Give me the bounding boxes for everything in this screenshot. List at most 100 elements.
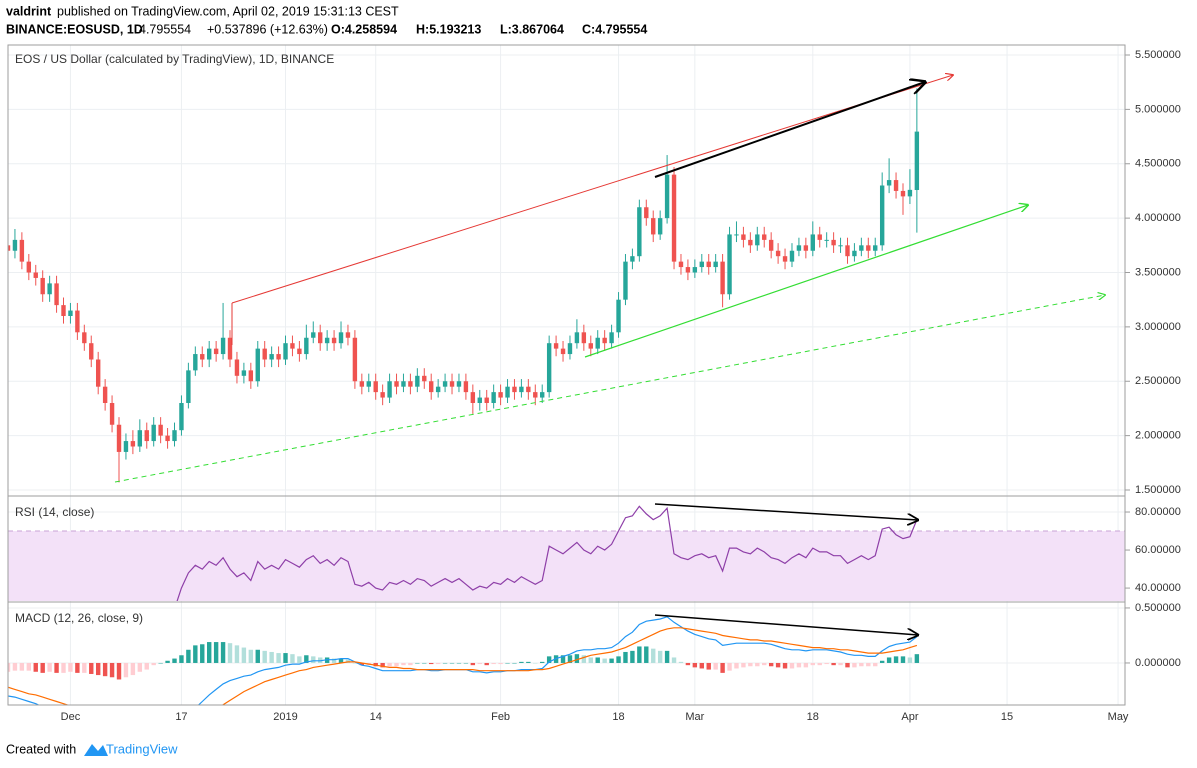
histogram-bar bbox=[637, 646, 642, 663]
histogram-bar bbox=[456, 662, 462, 664]
low: L:3.867064 bbox=[500, 22, 564, 36]
candle-body bbox=[331, 337, 337, 344]
candle-body bbox=[873, 245, 878, 251]
histogram-bar bbox=[200, 644, 205, 663]
panel bbox=[8, 607, 1125, 705]
candle-body bbox=[734, 234, 739, 236]
histogram-bar bbox=[866, 662, 871, 667]
created-with: Created with bbox=[6, 742, 76, 756]
y-tick-label: 3.000000 bbox=[1135, 321, 1181, 333]
candle-body bbox=[755, 234, 760, 246]
histogram-bar bbox=[186, 649, 191, 663]
high: H:5.193213 bbox=[416, 22, 481, 36]
histogram-bar bbox=[727, 662, 732, 671]
candle-body bbox=[762, 234, 767, 240]
histogram-bar bbox=[775, 662, 781, 668]
candle-body bbox=[782, 256, 788, 262]
candle-body bbox=[477, 397, 482, 403]
candle-body bbox=[144, 430, 149, 442]
candle-body bbox=[345, 332, 351, 338]
candle-body bbox=[95, 359, 101, 387]
candle-body bbox=[262, 348, 267, 360]
histogram-bar bbox=[477, 662, 482, 665]
histogram-bar bbox=[602, 658, 607, 663]
histogram-bar bbox=[179, 655, 184, 663]
candle-body bbox=[401, 381, 406, 387]
histogram-bar bbox=[408, 662, 413, 666]
candle-body bbox=[671, 174, 677, 262]
histogram-bar bbox=[380, 662, 385, 668]
histogram-bar bbox=[401, 662, 406, 666]
candle-body bbox=[318, 332, 323, 344]
y-tick-label: 0.000000 bbox=[1135, 657, 1181, 669]
y-tick-label: 80.00000 bbox=[1135, 506, 1181, 518]
candle-body bbox=[130, 441, 136, 447]
candle-body bbox=[75, 310, 80, 333]
y-tick-label: 1.500000 bbox=[1135, 484, 1181, 496]
candle-body bbox=[422, 375, 427, 382]
candle-body bbox=[484, 397, 489, 403]
histogram-bar bbox=[470, 662, 476, 666]
candle-body bbox=[574, 332, 580, 344]
candle-body bbox=[713, 261, 718, 268]
candle-body bbox=[657, 218, 663, 235]
candle-body bbox=[109, 402, 115, 425]
candle-body bbox=[179, 402, 184, 431]
candle-body bbox=[845, 245, 850, 257]
histogram-bar bbox=[442, 662, 448, 664]
histogram-bar bbox=[165, 660, 170, 663]
line bbox=[8, 616, 918, 705]
change: +0.537896 (+12.63%) bbox=[207, 22, 328, 36]
candle-body bbox=[637, 207, 642, 257]
histogram-bar bbox=[130, 662, 136, 676]
histogram-bar bbox=[283, 653, 288, 663]
candle-body bbox=[526, 386, 531, 393]
candle-body bbox=[706, 261, 711, 268]
y-tick-label: 4.500000 bbox=[1135, 158, 1181, 170]
candle-body bbox=[324, 337, 330, 344]
line bbox=[8, 627, 918, 705]
histogram-bar bbox=[137, 662, 143, 672]
candle-body bbox=[852, 250, 857, 257]
candle-body bbox=[373, 381, 378, 393]
candle-body bbox=[387, 381, 392, 398]
histogram-bar bbox=[692, 662, 698, 668]
candle-body bbox=[338, 332, 344, 344]
candle-body bbox=[512, 386, 517, 393]
histogram-bar bbox=[893, 656, 899, 663]
histogram-bar bbox=[789, 662, 795, 669]
published: published on TradingView.com, April 02, … bbox=[57, 4, 399, 18]
candle-body bbox=[727, 234, 732, 295]
annotations bbox=[114, 75, 1105, 635]
histogram-bar bbox=[699, 662, 704, 669]
frame bbox=[7, 44, 1126, 706]
candle-body bbox=[123, 441, 129, 452]
histogram-bar bbox=[352, 662, 358, 664]
candle-body bbox=[68, 310, 73, 317]
histogram-bar bbox=[19, 662, 25, 671]
x-tick-label: Mar bbox=[685, 711, 704, 723]
histogram-bar bbox=[678, 661, 684, 663]
candle-body bbox=[172, 430, 177, 442]
histogram-bar bbox=[546, 656, 552, 663]
support-line bbox=[584, 205, 1028, 358]
histogram-bar bbox=[755, 662, 760, 667]
candle-body bbox=[491, 392, 496, 403]
histogram-bar bbox=[720, 662, 725, 673]
candle-body bbox=[567, 343, 573, 355]
histogram-bar bbox=[491, 662, 496, 665]
candle-body bbox=[623, 261, 628, 300]
histogram-bar bbox=[845, 662, 850, 668]
histogram-bar bbox=[817, 662, 822, 666]
candle-body bbox=[831, 239, 836, 246]
histogram-bar bbox=[429, 662, 434, 665]
histogram-bar bbox=[526, 661, 531, 663]
histogram-bar bbox=[914, 654, 920, 663]
histogram-bar bbox=[533, 662, 538, 664]
x-tick-label: 18 bbox=[612, 711, 624, 723]
candle-body bbox=[817, 234, 822, 240]
histogram-bar bbox=[581, 655, 587, 663]
x-tick-label: 15 bbox=[1001, 711, 1013, 723]
histogram-bar bbox=[54, 662, 59, 673]
plot-area: 1.500000 2.000000 2.500000 3.000000 3.500000… bbox=[8, 45, 1181, 723]
